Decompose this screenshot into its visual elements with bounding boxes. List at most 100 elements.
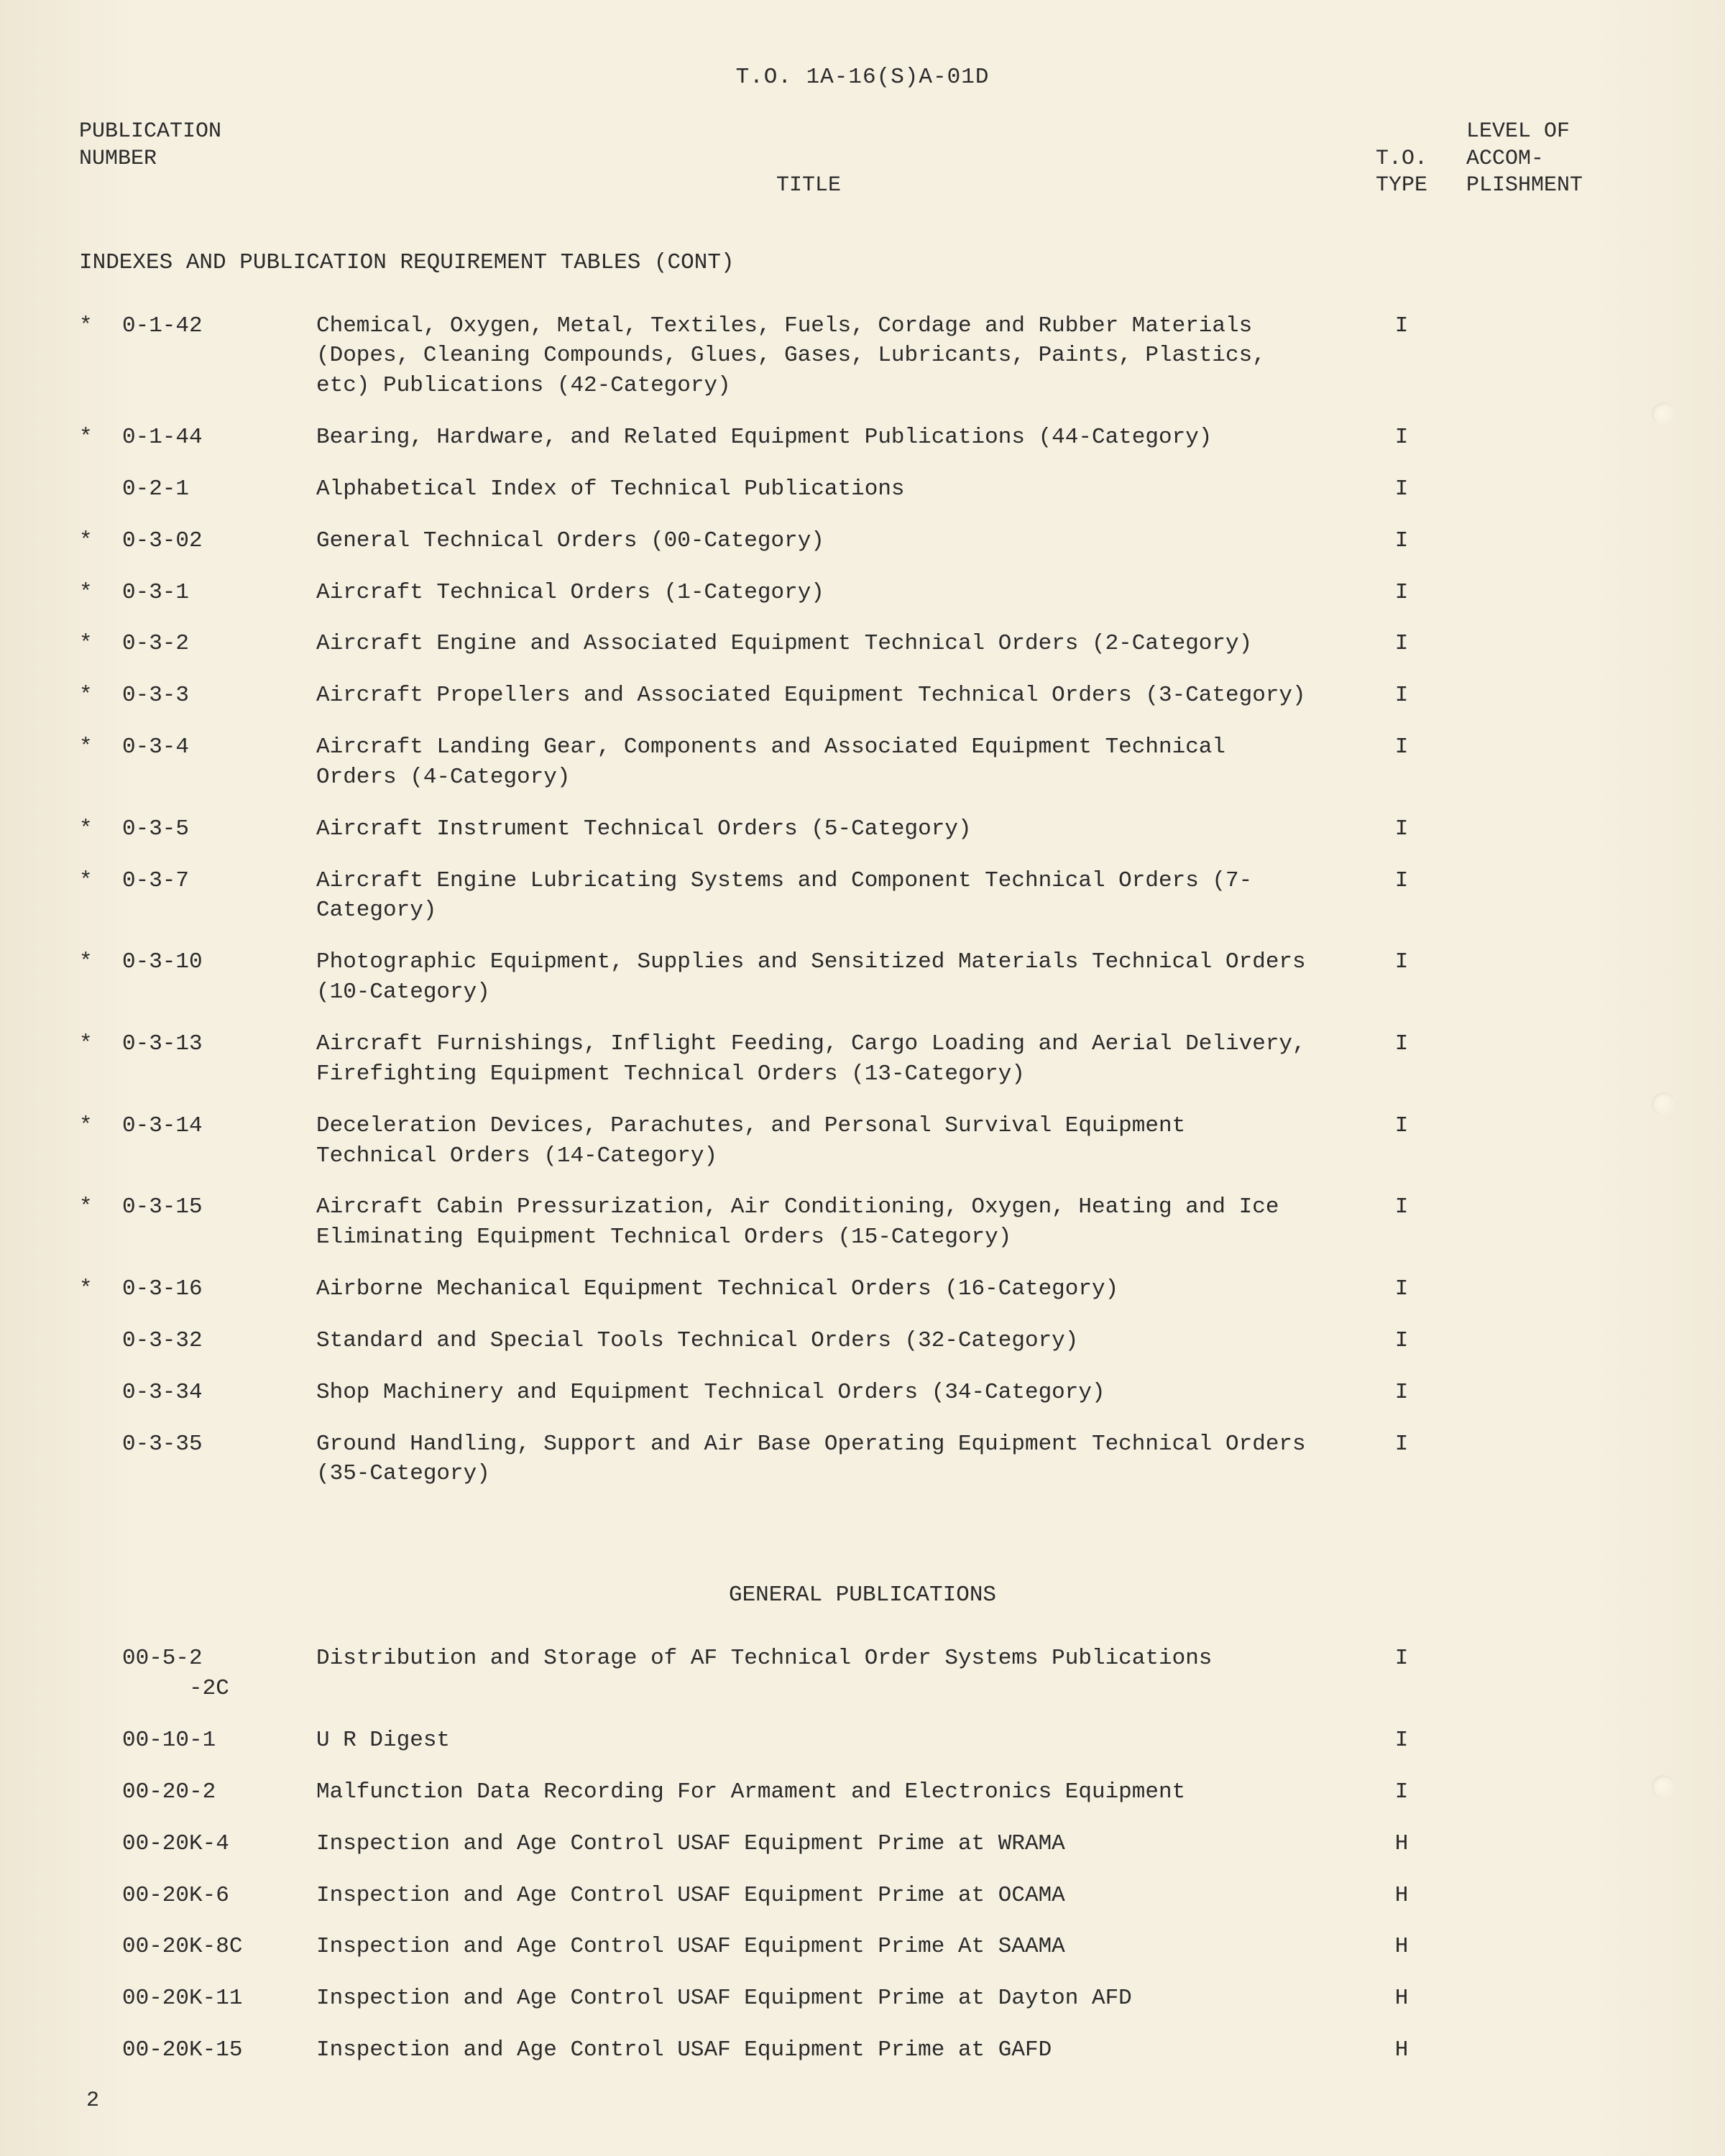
publication-title: Alphabetical Index of Technical Publicat… [316, 474, 1337, 505]
publication-number: 00-20-2 [122, 1777, 316, 1807]
document-id: T.O. 1A-16(S)A-01D [79, 65, 1646, 90]
to-type: I [1337, 1644, 1466, 1674]
to-type: I [1337, 1274, 1466, 1304]
to-type: I [1337, 732, 1466, 763]
publication-title: Distribution and Storage of AF Technical… [316, 1644, 1337, 1674]
publication-number: 0-3-32 [122, 1326, 316, 1356]
row-star: * [79, 732, 122, 763]
to-type: H [1337, 2035, 1466, 2065]
publication-number: 0-3-3 [122, 681, 316, 711]
section-spacer [79, 1511, 1646, 1554]
to-type: I [1337, 311, 1466, 341]
table-row: *0-1-42Chemical, Oxygen, Metal, Textiles… [79, 311, 1646, 402]
header-line: LEVEL OF [1466, 119, 1646, 146]
table-row: *0-3-7Aircraft Engine Lubricating System… [79, 866, 1646, 926]
publication-number: 0-3-7 [122, 866, 316, 896]
table-row: 0-2-1Alphabetical Index of Technical Pub… [79, 474, 1646, 505]
publication-title: Aircraft Cabin Pressurization, Air Condi… [316, 1192, 1337, 1253]
row-star: * [79, 578, 122, 608]
table-row: *0-1-44Bearing, Hardware, and Related Eq… [79, 423, 1646, 453]
header-line: PLISHMENT [1466, 172, 1646, 200]
table-row: 00-5-2 -2CDistribution and Storage of AF… [79, 1644, 1646, 1704]
table-row: *0-3-15Aircraft Cabin Pressurization, Ai… [79, 1192, 1646, 1253]
section-heading: GENERAL PUBLICATIONS [79, 1583, 1646, 1608]
header-line: PUBLICATION [79, 119, 280, 146]
publication-title: Standard and Special Tools Technical Ord… [316, 1326, 1337, 1356]
row-star: * [79, 1274, 122, 1304]
publication-title: Aircraft Propellers and Associated Equip… [316, 681, 1337, 711]
table-row: *0-3-16Airborne Mechanical Equipment Tec… [79, 1274, 1646, 1304]
publication-title: Aircraft Landing Gear, Components and As… [316, 732, 1337, 793]
publication-number: 00-20K-11 [122, 1984, 316, 2014]
to-type: H [1337, 1932, 1466, 1962]
table-row: *0-3-5Aircraft Instrument Technical Orde… [79, 814, 1646, 844]
row-star: * [79, 629, 122, 659]
section-spacer [79, 2087, 1646, 2130]
row-star: * [79, 1029, 122, 1059]
table-row: 00-20K-8CInspection and Age Control USAF… [79, 1932, 1646, 1962]
table-row: 00-10-1U R DigestI [79, 1726, 1646, 1756]
publication-number: 0-1-42 [122, 311, 316, 341]
publication-title: Inspection and Age Control USAF Equipmen… [316, 1984, 1337, 2014]
table-row: *0-3-3Aircraft Propellers and Associated… [79, 681, 1646, 711]
publication-number: 00-20K-15 [122, 2035, 316, 2065]
table-row: 0-3-32Standard and Special Tools Technic… [79, 1326, 1646, 1356]
table-row: *0-3-1Aircraft Technical Orders (1-Categ… [79, 578, 1646, 608]
to-type: I [1337, 1378, 1466, 1408]
publication-number: 0-3-2 [122, 629, 316, 659]
header-level: LEVEL OF ACCOM- PLISHMENT [1466, 119, 1646, 200]
table-row: 0-3-35Ground Handling, Support and Air B… [79, 1429, 1646, 1490]
publication-title: Inspection and Age Control USAF Equipmen… [316, 1881, 1337, 1911]
publication-number: 0-1-44 [122, 423, 316, 453]
publication-title: Malfunction Data Recording For Armament … [316, 1777, 1337, 1807]
to-type: I [1337, 1111, 1466, 1141]
table-row: *0-3-4Aircraft Landing Gear, Components … [79, 732, 1646, 793]
publication-title: Aircraft Furnishings, Inflight Feeding, … [316, 1029, 1337, 1089]
publication-title: Aircraft Engine and Associated Equipment… [316, 629, 1337, 659]
page-number: 2 [86, 2088, 99, 2113]
publication-title: Airborne Mechanical Equipment Technical … [316, 1274, 1337, 1304]
header-title: TITLE [280, 172, 1337, 200]
publication-title: Chemical, Oxygen, Metal, Textiles, Fuels… [316, 311, 1337, 402]
row-star: * [79, 423, 122, 453]
publication-title: Shop Machinery and Equipment Technical O… [316, 1378, 1337, 1408]
table-row: 00-20-2Malfunction Data Recording For Ar… [79, 1777, 1646, 1807]
to-type: I [1337, 526, 1466, 556]
table-row: 00-20K-15Inspection and Age Control USAF… [79, 2035, 1646, 2065]
to-type: H [1337, 1881, 1466, 1911]
column-headers: PUBLICATION NUMBER TITLE T.O. TYPE LEVEL… [79, 119, 1646, 200]
publication-number: 00-20K-8C [122, 1932, 316, 1962]
row-star: * [79, 866, 122, 896]
to-type: I [1337, 578, 1466, 608]
publication-title: Deceleration Devices, Parachutes, and Pe… [316, 1111, 1337, 1171]
header-publication-number: PUBLICATION NUMBER [79, 119, 280, 200]
publication-number: 0-3-5 [122, 814, 316, 844]
publication-number: 0-3-02 [122, 526, 316, 556]
to-type: I [1337, 629, 1466, 659]
header-line: NUMBER [79, 146, 280, 173]
publication-number: 0-3-14 [122, 1111, 316, 1141]
table-row: 00-20K-11Inspection and Age Control USAF… [79, 1984, 1646, 2014]
table-row: *0-3-10Photographic Equipment, Supplies … [79, 947, 1646, 1008]
to-type: I [1337, 947, 1466, 977]
row-star: * [79, 311, 122, 341]
publication-number: 0-3-10 [122, 947, 316, 977]
to-type: H [1337, 1984, 1466, 2014]
publication-title: Aircraft Instrument Technical Orders (5-… [316, 814, 1337, 844]
section-heading: INDEXES AND PUBLICATION REQUIREMENT TABL… [79, 250, 1646, 275]
table-row: *0-3-13Aircraft Furnishings, Inflight Fe… [79, 1029, 1646, 1089]
publication-title: Inspection and Age Control USAF Equipmen… [316, 2035, 1337, 2065]
publication-number: 00-20K-6 [122, 1881, 316, 1911]
to-type: I [1337, 681, 1466, 711]
table-row: 00-20K-4Inspection and Age Control USAF … [79, 1829, 1646, 1859]
publication-title: Bearing, Hardware, and Related Equipment… [316, 423, 1337, 453]
document-page: T.O. 1A-16(S)A-01D PUBLICATION NUMBER TI… [0, 0, 1725, 2156]
publication-title: General Technical Orders (00-Category) [316, 526, 1337, 556]
row-star: * [79, 1192, 122, 1222]
publication-number: 0-3-16 [122, 1274, 316, 1304]
header-to-type: T.O. TYPE [1337, 146, 1466, 200]
publication-number: 0-3-34 [122, 1378, 316, 1408]
table-row: *0-3-2Aircraft Engine and Associated Equ… [79, 629, 1646, 659]
punch-hole [1652, 1092, 1675, 1115]
publication-number: 0-3-35 [122, 1429, 316, 1460]
